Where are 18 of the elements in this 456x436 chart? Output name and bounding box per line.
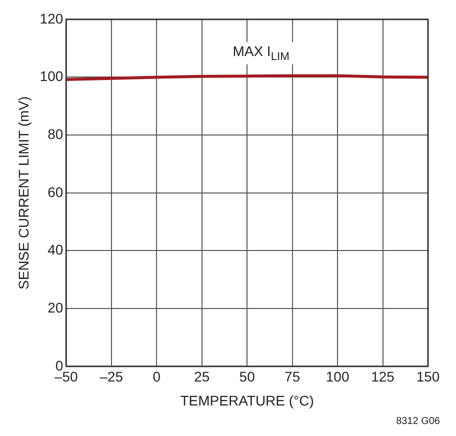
y-tick-label: 0 bbox=[55, 357, 64, 374]
y-tick-label: 60 bbox=[48, 184, 64, 200]
x-tick-label: 125 bbox=[371, 368, 395, 385]
x-axis-title: TEMPERATURE (°C) bbox=[180, 392, 314, 408]
x-tick-label: –25 bbox=[100, 368, 124, 385]
x-tick-label: 75 bbox=[284, 368, 300, 385]
y-tick-label: 20 bbox=[48, 299, 64, 316]
text: 8312 G06 bbox=[396, 416, 440, 427]
x-tick-label: 0 bbox=[152, 368, 161, 385]
x-tick-label: 50 bbox=[239, 368, 256, 385]
y-tick-label: 100 bbox=[40, 68, 64, 84]
x-tick-label: 100 bbox=[326, 368, 350, 385]
y-tick-label: 40 bbox=[48, 242, 64, 258]
x-tick-label: 25 bbox=[194, 368, 210, 385]
y-tick-label: 80 bbox=[48, 126, 64, 142]
x-tick-label: 150 bbox=[416, 368, 440, 385]
y-tick-label: 120 bbox=[40, 10, 64, 26]
y-axis-title: SENSE CURRENT LIMIT (mV) bbox=[15, 96, 32, 290]
